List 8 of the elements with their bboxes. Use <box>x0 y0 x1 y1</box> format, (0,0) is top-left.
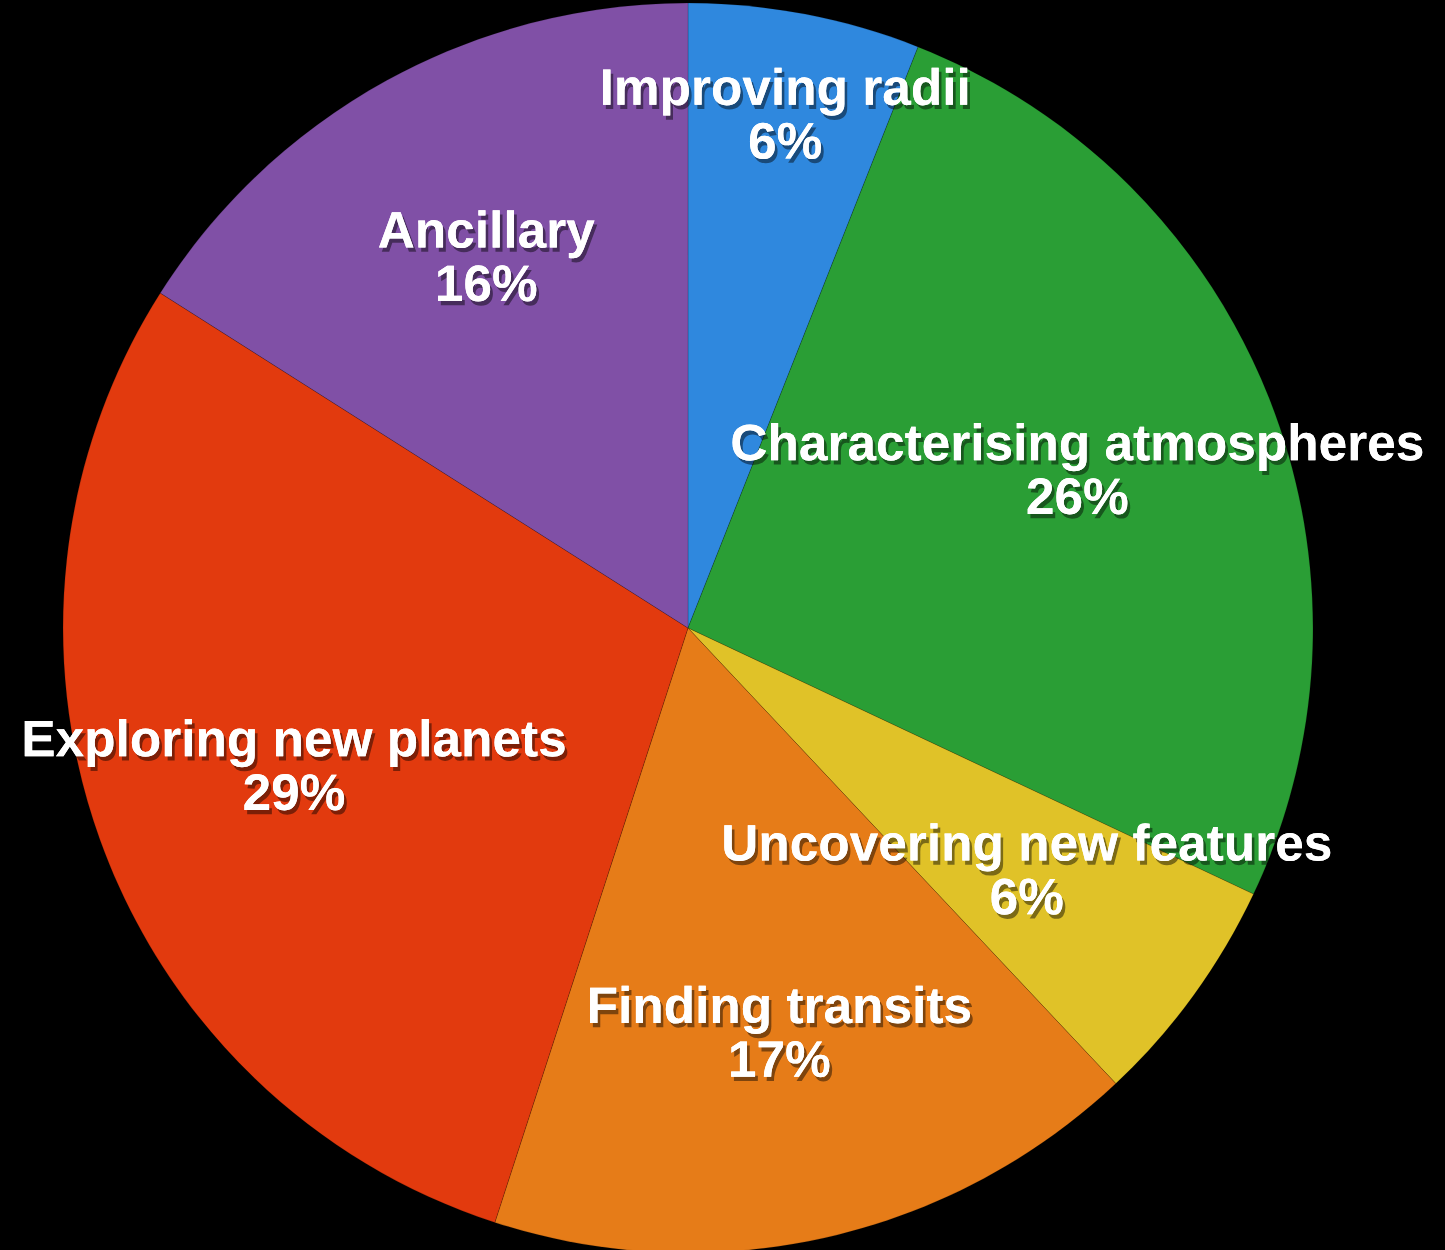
slice-label: Finding transits <box>590 985 973 1039</box>
data-label: 29% <box>244 774 347 815</box>
data-label: 17% <box>731 1041 833 1082</box>
data-label: 16% <box>438 265 540 306</box>
data-label: 26% <box>1027 478 1131 519</box>
slice-label: Ancillary <box>379 210 598 263</box>
data-label: 6% <box>749 122 824 164</box>
data-label: 6% <box>991 878 1066 919</box>
